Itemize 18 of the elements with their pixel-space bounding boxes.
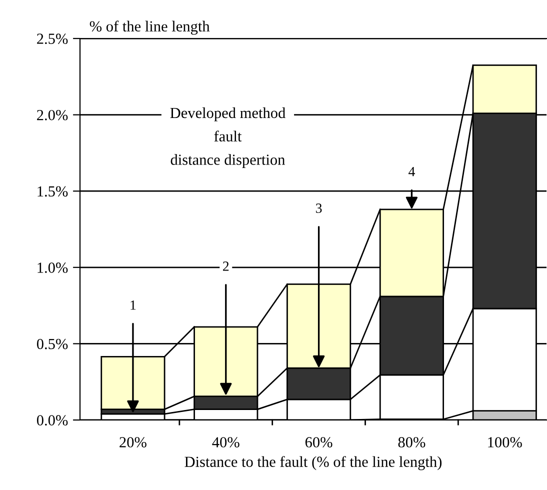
x-axis-title: Distance to the fault (% of the line length) [184,456,442,470]
annotation: 1 [130,300,136,310]
y-tick-label: 0.0% [36,415,68,426]
y-tick-label: 0.5% [36,338,68,350]
y-tick-label: 2.0% [37,110,68,120]
annotation: 3 [316,204,322,213]
annotation: 4 [408,166,415,176]
x-tick-label: 80% [398,437,426,448]
x-tick-label: 20% [120,437,146,448]
annotation: 2 [223,262,229,271]
y-tick-label: 2.5% [37,34,68,44]
x-tick-label: 100% [488,437,522,448]
y-tick-label: 1.5% [38,186,68,197]
annotation: Developed method fault distance dispertion [170,107,286,168]
y-tick-label: 1.0% [38,262,68,273]
x-tick-label: 60% [305,437,332,448]
x-tick-label: 40% [212,437,240,448]
y-axis-title: % of the line length [90,20,210,35]
